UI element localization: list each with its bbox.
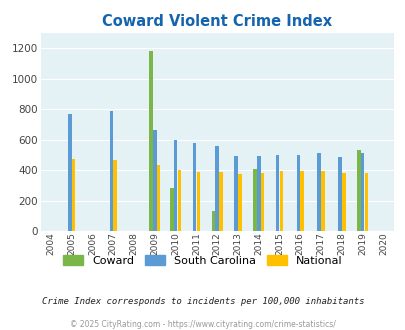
Bar bbox=[253, 169, 256, 231]
Bar bbox=[356, 150, 360, 231]
Title: Coward Violent Crime Index: Coward Violent Crime Index bbox=[102, 14, 331, 29]
Bar bbox=[237, 174, 241, 231]
Text: © 2025 CityRating.com - https://www.cityrating.com/crime-statistics/: © 2025 CityRating.com - https://www.city… bbox=[70, 319, 335, 329]
Bar bbox=[192, 144, 196, 231]
Bar bbox=[156, 165, 160, 231]
Bar bbox=[113, 160, 117, 231]
Bar bbox=[279, 171, 283, 231]
Bar bbox=[72, 159, 75, 231]
Bar bbox=[170, 187, 173, 231]
Bar bbox=[364, 173, 367, 231]
Bar bbox=[260, 174, 264, 231]
Bar bbox=[109, 111, 113, 231]
Bar bbox=[360, 153, 364, 231]
Bar bbox=[177, 170, 181, 231]
Bar bbox=[219, 172, 222, 231]
Bar bbox=[149, 51, 153, 231]
Bar bbox=[317, 153, 320, 231]
Legend: Coward, South Carolina, National: Coward, South Carolina, National bbox=[59, 250, 346, 270]
Bar bbox=[256, 156, 260, 231]
Bar bbox=[275, 155, 279, 231]
Bar bbox=[196, 172, 200, 231]
Bar bbox=[320, 171, 324, 231]
Bar bbox=[68, 115, 72, 231]
Bar bbox=[341, 174, 345, 231]
Bar bbox=[300, 171, 303, 231]
Bar bbox=[215, 147, 218, 231]
Bar bbox=[153, 130, 156, 231]
Text: Crime Index corresponds to incidents per 100,000 inhabitants: Crime Index corresponds to incidents per… bbox=[42, 297, 363, 307]
Bar bbox=[234, 156, 237, 231]
Bar bbox=[337, 157, 341, 231]
Bar bbox=[296, 155, 299, 231]
Bar bbox=[211, 211, 215, 231]
Bar bbox=[173, 140, 177, 231]
